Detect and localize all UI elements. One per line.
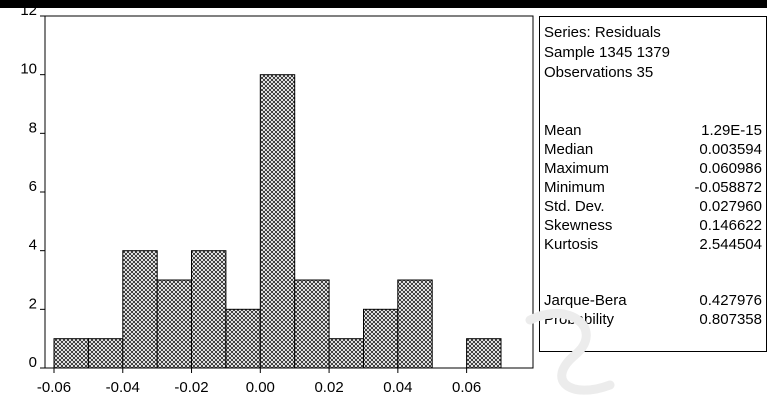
series-name: Series: Residuals: [544, 23, 661, 42]
y-tick-label: 8: [29, 119, 37, 136]
x-tick-label: -0.02: [174, 379, 208, 396]
y-axis: 0 2 4 6 8 10 12: [20, 2, 45, 371]
histogram-chart: 0 2 4 6 8 10 12 -0.06 -0.04 -0.02 0.00 0.02 0.04 0.0…: [0, 0, 535, 405]
observations-count: Observations 35: [544, 63, 653, 82]
stat-value: 0.427976: [699, 291, 762, 310]
histogram-bar-5: [226, 309, 260, 368]
histogram-bar-6: [260, 75, 294, 368]
stat-label: Jarque-Bera: [544, 291, 627, 310]
stat-label: Maximum: [544, 159, 609, 178]
histogram-bar-9: [364, 309, 398, 368]
stat-row-minimum: Minimum -0.058872: [544, 178, 762, 197]
x-tick-label: -0.06: [37, 379, 71, 396]
stat-value: -0.058872: [694, 178, 762, 197]
x-tick-label: -0.04: [106, 379, 140, 396]
y-tick-label: 0: [29, 354, 37, 371]
stat-value: 1.29E-15: [701, 121, 762, 140]
stat-value: 2.544504: [699, 235, 762, 254]
stat-row-median: Median 0.003594: [544, 140, 762, 159]
x-tick-label: 0.06: [452, 379, 481, 396]
histogram-bar-10: [398, 280, 432, 368]
stat-row-skewness: Skewness 0.146622: [544, 216, 762, 235]
y-tick-label: 4: [29, 237, 37, 254]
histogram-bar-4: [192, 251, 226, 368]
stat-label: Std. Dev.: [544, 197, 605, 216]
histogram-bar-1: [88, 339, 122, 368]
stat-label: Mean: [544, 121, 582, 140]
stat-label: Kurtosis: [544, 235, 598, 254]
y-tick-label: 6: [29, 178, 37, 195]
x-tick-label: 0.04: [383, 379, 412, 396]
statistics-panel: Series: Residuals Sample 1345 1379 Obser…: [539, 16, 767, 352]
stat-label: Median: [544, 140, 593, 159]
stat-label: Probability: [544, 310, 614, 329]
stat-value: 0.807358: [699, 310, 762, 329]
y-tick-label: 10: [20, 61, 37, 78]
stat-label: Skewness: [544, 216, 612, 235]
sample-range: Sample 1345 1379: [544, 43, 670, 62]
stat-row-maximum: Maximum 0.060986: [544, 159, 762, 178]
histogram-bar-7: [295, 280, 329, 368]
histogram-bar-8: [329, 339, 363, 368]
histogram-bar-12: [467, 339, 501, 368]
histogram-bar-3: [157, 280, 191, 368]
stat-row-kurtosis: Kurtosis 2.544504: [544, 235, 762, 254]
stat-value: 0.003594: [699, 140, 762, 159]
stat-label: Minimum: [544, 178, 605, 197]
x-axis: -0.06 -0.04 -0.02 0.00 0.02 0.04 0.06: [37, 368, 481, 396]
histogram-bar-0: [54, 339, 88, 368]
y-tick-label: 12: [20, 2, 37, 19]
x-tick-label: 0.00: [246, 379, 275, 396]
histogram-bar-2: [123, 251, 157, 368]
stat-value: 0.027960: [699, 197, 762, 216]
y-tick-label: 2: [29, 295, 37, 312]
stat-row-mean: Mean 1.29E-15: [544, 121, 762, 140]
stat-row-std-dev: Std. Dev. 0.027960: [544, 197, 762, 216]
stat-value: 0.060986: [699, 159, 762, 178]
stat-row-jarque-bera: Jarque-Bera 0.427976: [544, 291, 762, 310]
stat-row-probability: Probability 0.807358: [544, 310, 762, 329]
stat-value: 0.146622: [699, 216, 762, 235]
x-tick-label: 0.02: [314, 379, 343, 396]
